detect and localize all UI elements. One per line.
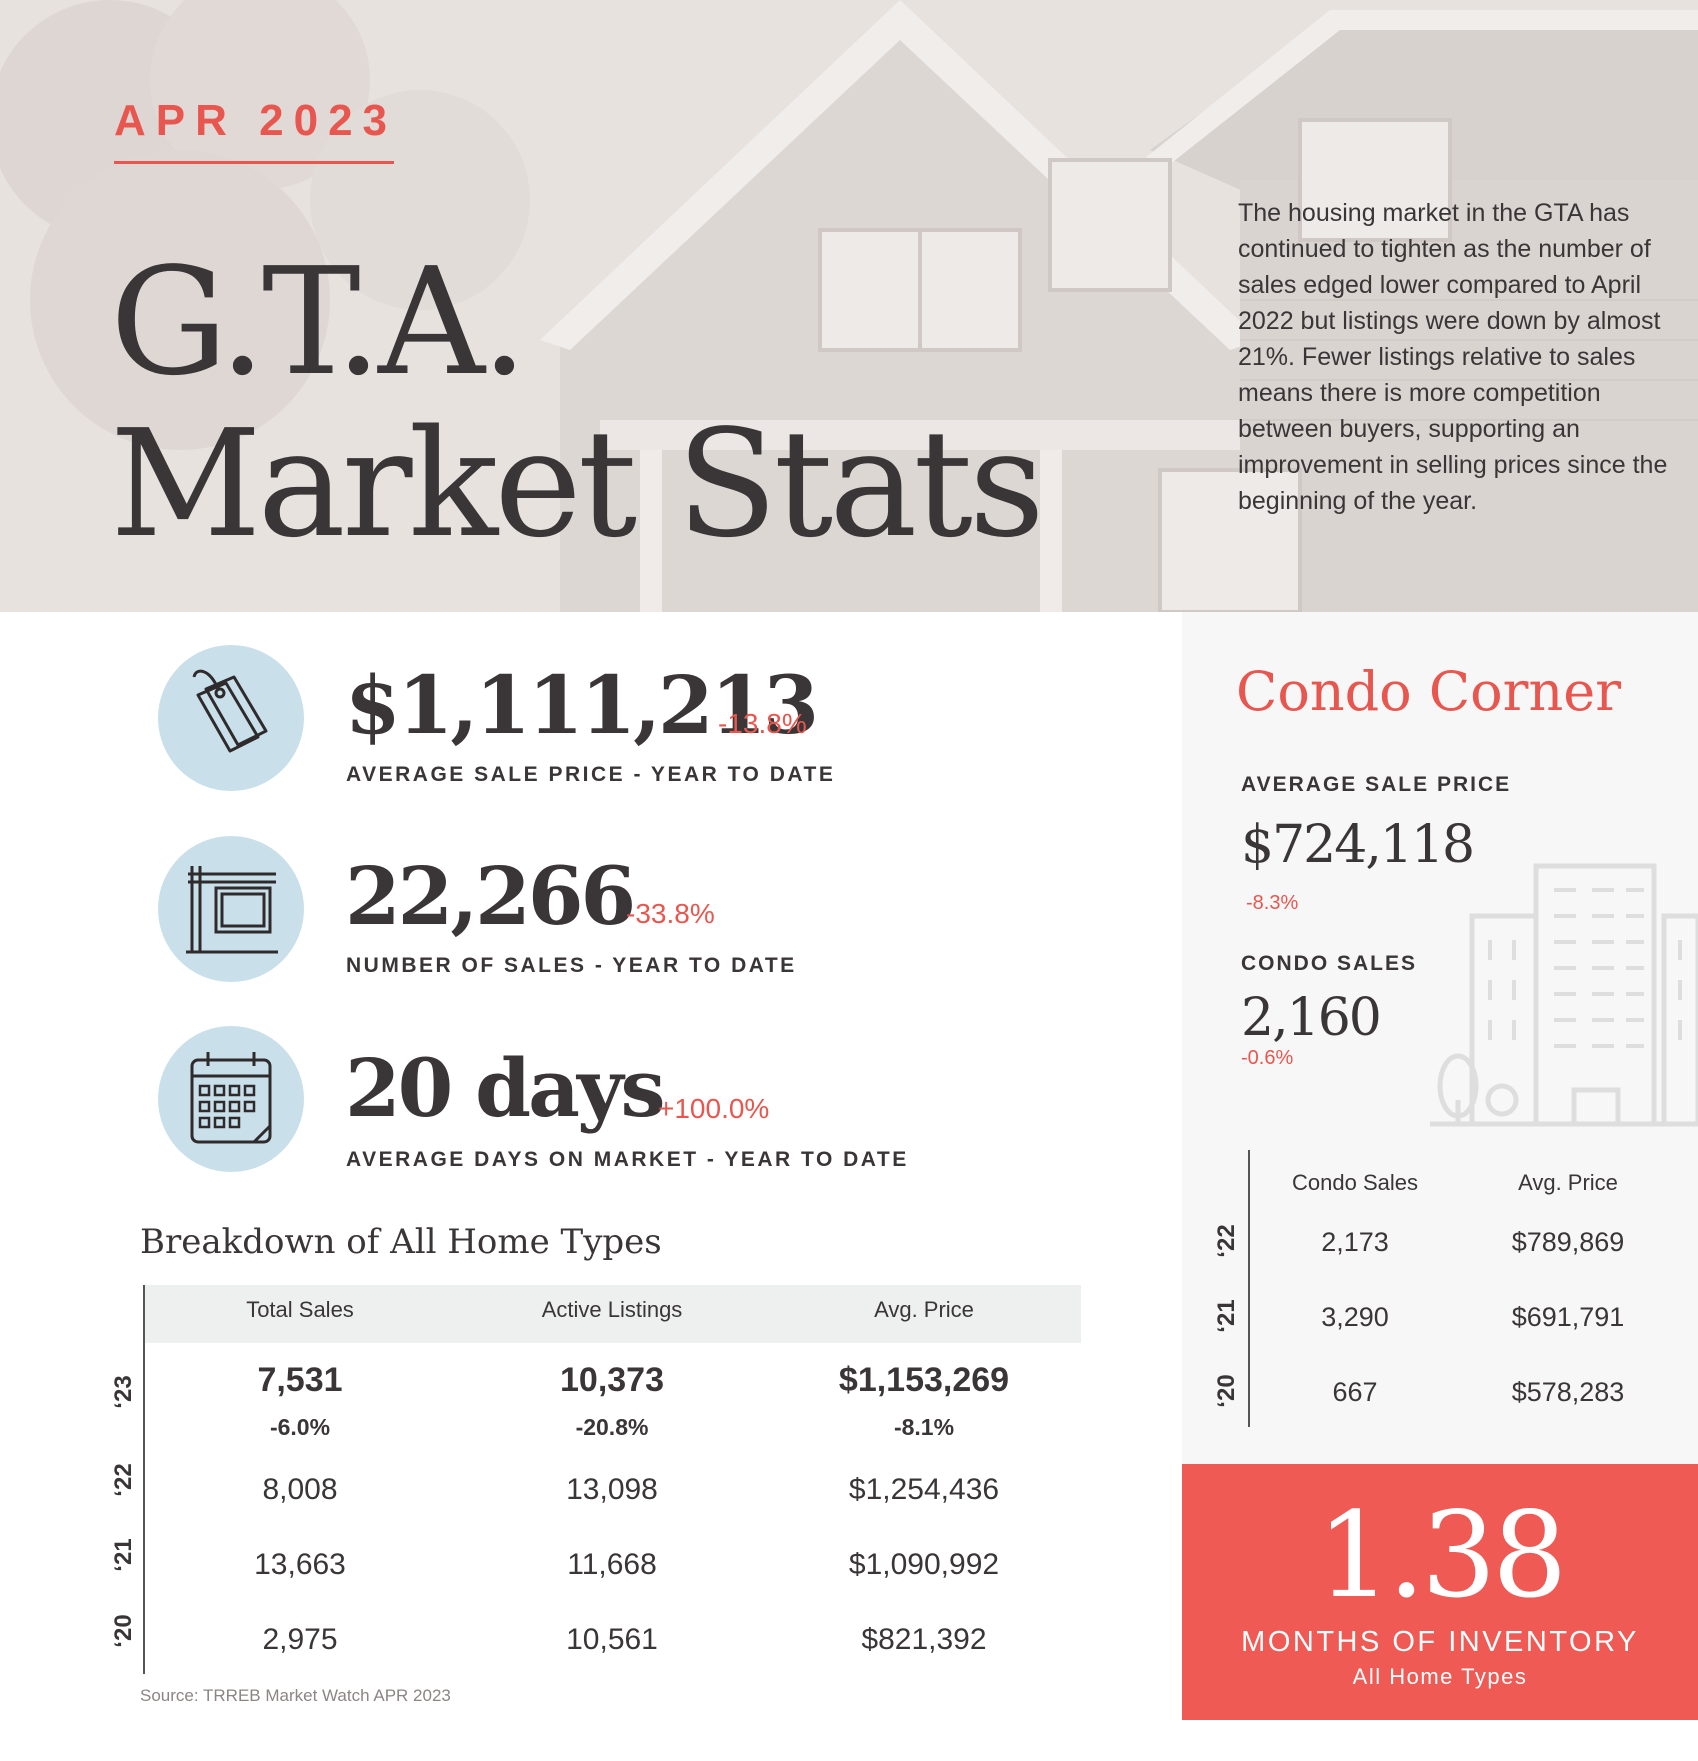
table-cell: 3,290 xyxy=(1321,1302,1389,1332)
table-cell: $1,153,269 xyxy=(838,1361,1010,1399)
table-cell: $789,869 xyxy=(1511,1227,1625,1257)
condo-sales-label: CONDO SALES xyxy=(1241,952,1418,975)
breakdown-header-bar xyxy=(144,1285,1081,1343)
condo-corner-title: Condo Corner xyxy=(1236,660,1622,723)
table-cell-change: -6.0% xyxy=(269,1414,331,1440)
year-label: ‘21 xyxy=(110,1538,137,1572)
table-cell: 667 xyxy=(1332,1377,1378,1407)
table-cell: 2,173 xyxy=(1321,1227,1389,1257)
table-cell: $691,791 xyxy=(1511,1302,1625,1332)
condo-avg-price-label: AVERAGE SALE PRICE xyxy=(1241,773,1512,796)
condo-sales-change: -0.6% xyxy=(1241,1047,1294,1069)
breakdown-title: Breakdown of All Home Types xyxy=(140,1222,662,1262)
year-label: ‘20 xyxy=(110,1614,137,1648)
condo-corner-panel xyxy=(1182,612,1698,1464)
months-of-inventory-value: 1.38 xyxy=(1316,1486,1568,1624)
avg-sale-price-change: -13.8% xyxy=(718,708,807,739)
months-of-inventory-sublabel: All Home Types xyxy=(1352,1664,1528,1689)
year-label: ‘22 xyxy=(1213,1224,1240,1258)
number-of-sales-label: NUMBER OF SALES - YEAR TO DATE xyxy=(346,954,797,977)
number-of-sales-value: 22,266 xyxy=(345,849,636,943)
condo-avg-price-change: -8.3% xyxy=(1246,892,1299,914)
year-label: ‘23 xyxy=(110,1375,137,1409)
year-label: ‘20 xyxy=(1213,1374,1240,1408)
price-tag-icon xyxy=(158,645,304,791)
city-buildings-icon xyxy=(1430,863,1698,1127)
hero-banner: APR 2023 G.T.A. Market Stats The housing… xyxy=(0,0,1698,612)
table-cell: 7,531 xyxy=(257,1361,343,1399)
condo-sales-value: 2,160 xyxy=(1241,988,1382,1048)
number-of-sales-change: -33.8% xyxy=(626,898,715,929)
table-cell: 11,668 xyxy=(567,1548,657,1581)
table-cell: 13,098 xyxy=(566,1473,658,1506)
table-cell: 10,561 xyxy=(566,1623,658,1656)
intro-paragraph: The housing market in the GTA has contin… xyxy=(1238,199,1668,515)
table-cell: 13,663 xyxy=(254,1548,346,1581)
avg-sale-price-value: $1,111,213 xyxy=(345,658,819,752)
condo-col-avg-price: Avg. Price xyxy=(1518,1170,1618,1195)
days-on-market-value: 20 days xyxy=(345,1041,665,1135)
months-of-inventory-box: 1.38 MONTHS OF INVENTORY All Home Types xyxy=(1182,1464,1698,1720)
months-of-inventory-label: MONTHS OF INVENTORY xyxy=(1241,1626,1639,1658)
table-cell-change: -8.1% xyxy=(893,1414,955,1440)
avg-sale-price-label: AVERAGE SALE PRICE - YEAR TO DATE xyxy=(346,763,836,786)
for-sale-sign-icon xyxy=(158,836,304,982)
col-active-listings: Active Listings xyxy=(541,1297,683,1322)
year-label: ‘22 xyxy=(110,1463,137,1497)
condo-year-axis xyxy=(1248,1150,1250,1427)
house-background-image xyxy=(0,0,1698,612)
table-cell: $1,254,436 xyxy=(848,1473,1000,1506)
condo-avg-price-value: $724,118 xyxy=(1241,815,1475,875)
col-avg-price: Avg. Price xyxy=(874,1297,974,1322)
table-cell: 10,373 xyxy=(560,1361,664,1399)
year-label: ‘21 xyxy=(1213,1299,1240,1333)
table-cell: 8,008 xyxy=(262,1473,338,1506)
table-cell: $578,283 xyxy=(1511,1377,1625,1407)
table-cell: $1,090,992 xyxy=(848,1548,1000,1581)
month-underline xyxy=(114,161,394,164)
page-title-line1: G.T.A. xyxy=(110,236,528,408)
page-title-line2: Market Stats xyxy=(110,398,1045,570)
breakdown-year-axis xyxy=(143,1285,145,1674)
table-cell-change: -20.8% xyxy=(575,1414,649,1440)
days-on-market-label: AVERAGE DAYS ON MARKET - YEAR TO DATE xyxy=(346,1148,909,1171)
table-cell: $821,392 xyxy=(861,1623,987,1656)
condo-col-sales: Condo Sales xyxy=(1292,1170,1418,1195)
report-month: APR 2023 xyxy=(114,96,398,145)
table-cell: 2,975 xyxy=(262,1623,338,1656)
days-on-market-change: +100.0% xyxy=(658,1093,770,1124)
col-total-sales: Total Sales xyxy=(246,1297,354,1322)
calendar-icon xyxy=(158,1026,304,1172)
source-note: Source: TRREB Market Watch APR 2023 xyxy=(140,1686,451,1705)
